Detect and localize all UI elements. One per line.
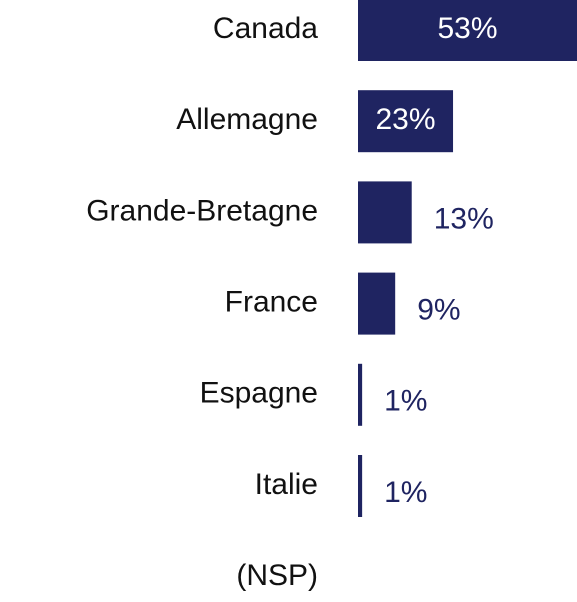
bar [358,0,577,61]
value-label: 1% [384,476,427,509]
category-label: (NSP) [236,559,318,592]
bar [358,90,454,153]
bar [358,455,363,517]
category-label: France [225,286,318,319]
category-label: Italie [255,468,318,501]
value-label: 9% [417,294,460,327]
category-label: Canada [213,12,318,45]
value-label: 1% [384,385,427,418]
bar [358,272,396,335]
category-label: Grande-Bretagne [86,194,318,227]
category-label: Allemagne [176,103,318,136]
value-label: 53% [437,12,497,45]
value-label: 13% [434,202,494,235]
bar [358,363,363,426]
value-label: 23% [375,103,435,136]
bar [358,181,412,244]
category-label: Espagne [200,377,318,410]
